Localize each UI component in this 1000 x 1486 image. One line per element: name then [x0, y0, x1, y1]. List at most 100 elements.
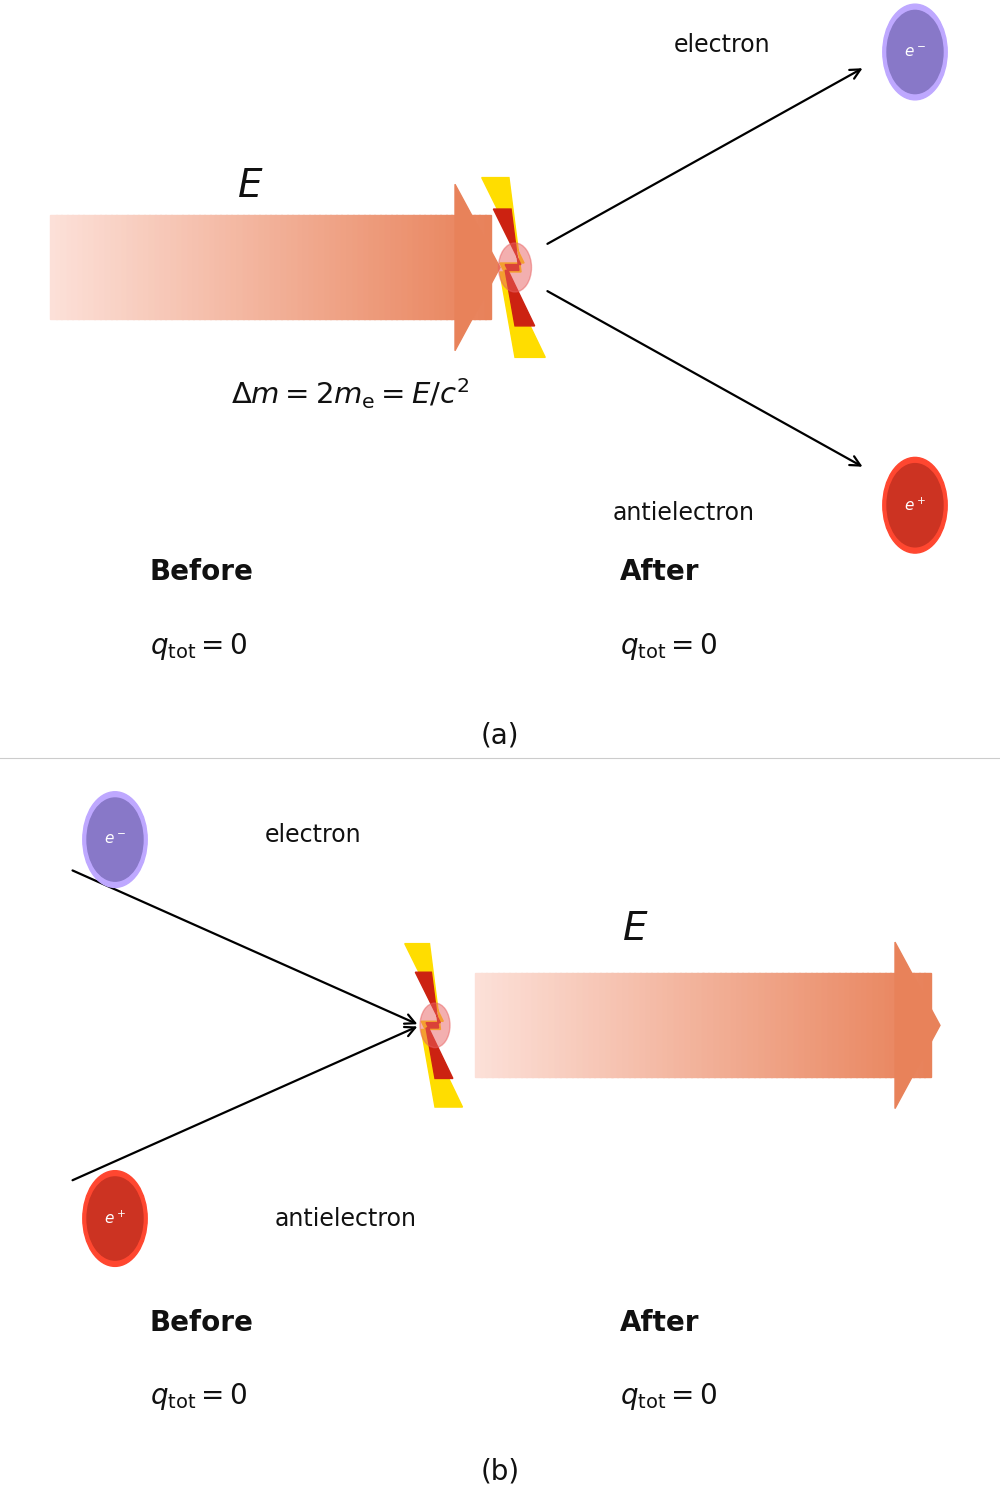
Polygon shape — [415, 972, 453, 1079]
Text: antielectron: antielectron — [613, 501, 755, 525]
Circle shape — [83, 792, 147, 887]
Bar — [264, 215, 271, 319]
Bar — [149, 215, 156, 319]
Bar — [435, 215, 441, 319]
Bar — [364, 215, 370, 319]
Bar — [566, 973, 573, 1077]
Bar — [319, 215, 326, 319]
Bar — [308, 215, 315, 319]
Bar — [532, 973, 539, 1077]
Bar — [254, 215, 260, 319]
Circle shape — [87, 798, 143, 881]
Text: $e^+$: $e^+$ — [104, 1210, 126, 1227]
Bar — [651, 973, 658, 1077]
Bar — [822, 973, 829, 1077]
Bar — [451, 215, 458, 319]
Bar — [600, 973, 607, 1077]
Bar — [805, 973, 812, 1077]
Bar — [572, 973, 578, 1077]
Bar — [374, 215, 381, 319]
Bar — [325, 215, 331, 319]
Polygon shape — [482, 177, 545, 358]
Bar — [862, 973, 868, 1077]
Bar — [402, 215, 408, 319]
Bar — [204, 215, 211, 319]
Bar — [526, 973, 533, 1077]
Bar — [845, 973, 851, 1077]
Bar — [606, 973, 612, 1077]
Bar — [396, 215, 403, 319]
Circle shape — [883, 4, 947, 100]
Bar — [380, 215, 386, 319]
Bar — [440, 215, 447, 319]
Bar — [748, 973, 755, 1077]
Bar — [924, 973, 931, 1077]
Bar — [231, 215, 238, 319]
Bar — [515, 973, 522, 1077]
Text: (b): (b) — [480, 1458, 520, 1485]
Bar — [611, 973, 618, 1077]
Bar — [188, 215, 194, 319]
Bar — [94, 215, 100, 319]
Bar — [577, 973, 584, 1077]
Bar — [468, 215, 475, 319]
Bar — [702, 973, 709, 1077]
Bar — [347, 215, 354, 319]
Bar — [182, 215, 188, 319]
Bar — [833, 973, 840, 1077]
Circle shape — [87, 1177, 143, 1260]
Bar — [122, 215, 128, 319]
Bar — [132, 215, 139, 319]
Bar — [100, 215, 106, 319]
Circle shape — [498, 242, 532, 291]
Circle shape — [420, 1003, 450, 1048]
Bar — [176, 215, 183, 319]
Text: $\Delta m = 2m_{\rm e} = \mathit{E}/\mathit{c}^2$: $\Delta m = 2m_{\rm e} = \mathit{E}/\mat… — [231, 376, 469, 412]
Text: $q_{\rm tot} = 0$: $q_{\rm tot} = 0$ — [620, 1382, 717, 1412]
Bar — [520, 973, 527, 1077]
Bar — [765, 973, 772, 1077]
Bar — [138, 215, 144, 319]
Bar — [839, 973, 846, 1077]
Bar — [919, 973, 925, 1077]
Bar — [72, 215, 78, 319]
Bar — [446, 215, 452, 319]
Bar — [413, 215, 420, 319]
Text: (a): (a) — [481, 722, 519, 749]
Bar — [913, 973, 920, 1077]
Text: electron: electron — [265, 823, 362, 847]
Bar — [462, 215, 469, 319]
Bar — [629, 973, 635, 1077]
Bar — [144, 215, 150, 319]
Bar — [697, 973, 704, 1077]
Bar — [816, 973, 823, 1077]
Bar — [896, 973, 903, 1077]
Circle shape — [83, 1171, 147, 1266]
Bar — [617, 973, 624, 1077]
Bar — [549, 973, 556, 1077]
Text: After: After — [620, 1309, 700, 1336]
Bar — [555, 973, 561, 1077]
Bar — [731, 973, 738, 1077]
Bar — [680, 973, 686, 1077]
Text: $q_{\rm tot} = 0$: $q_{\rm tot} = 0$ — [150, 1382, 247, 1412]
Bar — [56, 215, 62, 319]
Bar — [50, 215, 56, 319]
Bar — [83, 215, 89, 319]
Text: Before: Before — [150, 1309, 254, 1336]
Bar — [509, 973, 516, 1077]
Bar — [543, 973, 550, 1077]
Bar — [198, 215, 205, 319]
Bar — [430, 215, 436, 319]
Circle shape — [887, 464, 943, 547]
Bar — [292, 215, 298, 319]
Bar — [873, 973, 880, 1077]
Text: antielectron: antielectron — [275, 1207, 417, 1230]
Bar — [237, 215, 244, 319]
Bar — [794, 973, 800, 1077]
Bar — [475, 973, 482, 1077]
Bar — [685, 973, 692, 1077]
Bar — [907, 973, 914, 1077]
Bar — [776, 973, 783, 1077]
Bar — [215, 215, 221, 319]
